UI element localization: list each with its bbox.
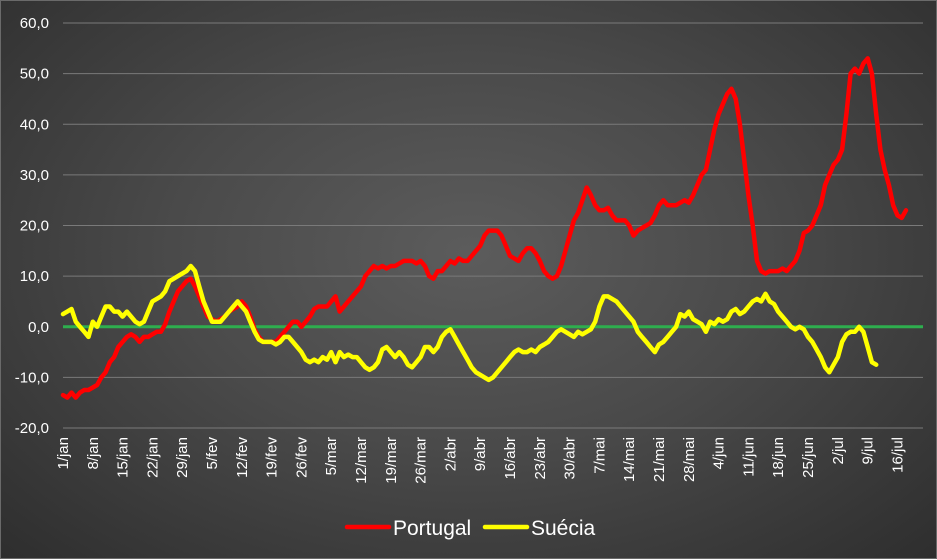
x-tick-label: 28/mai	[681, 437, 698, 482]
x-tick-label: 4/jun	[711, 437, 728, 470]
y-tick-label: 40,0	[20, 116, 49, 133]
y-axis-ticks: -20,0 -10,0 0,0 10,0 20,0 30,0 40,0 50,0 60,0	[15, 15, 49, 437]
legend-label: Suécia	[531, 517, 596, 540]
y-tick-label: 50,0	[20, 66, 49, 83]
x-tick-label: 25/jun	[800, 437, 817, 478]
x-tick-label: 23/abr	[532, 437, 549, 480]
x-tick-label: 9/abr	[472, 437, 489, 471]
y-tick-label: -10,0	[15, 369, 49, 386]
x-tick-label: 5/fev	[204, 437, 221, 470]
y-tick-label: 30,0	[20, 167, 49, 184]
x-tick-label: 14/mai	[621, 437, 638, 482]
x-tick-label: 30/abr	[562, 437, 579, 480]
grid-lines	[63, 22, 923, 429]
x-tick-label: 16/abr	[502, 437, 519, 480]
x-tick-label: 5/mar	[323, 437, 340, 475]
y-tick-label: 10,0	[20, 268, 49, 285]
x-tick-label: 2/abr	[442, 437, 459, 471]
x-tick-label: 26/mar	[413, 437, 430, 484]
series-line-portugal	[60, 56, 909, 400]
x-tick-label: 16/jul	[889, 437, 906, 473]
x-tick-label: 9/jul	[860, 437, 877, 465]
x-tick-label: 2/jul	[830, 437, 847, 465]
x-tick-label: 8/jan	[85, 437, 102, 470]
x-tick-label: 12/fev	[234, 437, 251, 478]
series-line-suecia	[60, 263, 879, 383]
y-tick-label: 60,0	[20, 15, 49, 32]
x-tick-label: 1/jan	[55, 437, 72, 470]
x-tick-label: 22/jan	[144, 437, 161, 478]
y-tick-label: 20,0	[20, 218, 49, 235]
x-tick-label: 12/mar	[353, 437, 370, 484]
x-tick-label: 29/jan	[174, 437, 191, 478]
x-tick-label: 21/mai	[651, 437, 668, 482]
x-tick-label: 26/fev	[293, 437, 310, 478]
x-axis-ticks: 1/jan 8/jan 15/jan 22/jan 29/jan 5/fev 12/fev 1…	[55, 437, 906, 484]
legend-label: Portugal	[393, 517, 471, 540]
x-tick-label: 7/mai	[591, 437, 608, 474]
x-tick-label: 15/jan	[115, 437, 132, 478]
y-tick-label: -20,0	[15, 420, 49, 437]
legend: Portugal Suécia	[344, 517, 596, 540]
x-tick-label: 19/mar	[383, 437, 400, 484]
x-tick-label: 18/jun	[770, 437, 787, 478]
y-tick-label: 0,0	[28, 319, 49, 336]
x-tick-label: 19/fev	[264, 437, 281, 478]
x-tick-label: 11/jun	[740, 437, 757, 477]
series-lines	[60, 56, 909, 400]
